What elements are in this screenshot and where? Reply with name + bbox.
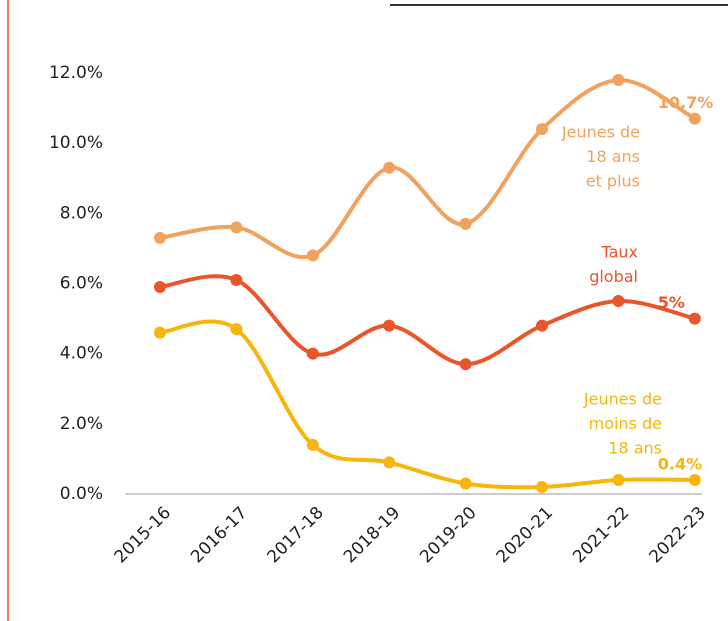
legend-label: Taux <box>600 243 638 262</box>
data-point <box>536 480 548 493</box>
y-tick-label: 2.0% <box>60 414 103 434</box>
series-line <box>159 319 695 490</box>
data-point <box>688 473 701 486</box>
data-point <box>230 273 243 286</box>
y-tick-label: 0.0% <box>60 484 103 504</box>
series-line <box>159 274 696 367</box>
data-point <box>459 358 472 371</box>
data-point <box>306 347 319 360</box>
y-tick-label: 8.0% <box>60 203 103 223</box>
data-point <box>383 319 396 332</box>
y-tick-label: 12.0% <box>49 63 103 83</box>
x-tick-label: 2015-16 <box>111 503 175 567</box>
y-tick-label: 4.0% <box>60 344 103 364</box>
series-line <box>159 78 696 260</box>
data-point <box>154 326 166 339</box>
legend-label: moins de <box>589 414 662 433</box>
x-tick-label: 2018-19 <box>340 503 404 567</box>
data-point <box>459 217 472 230</box>
data-point <box>306 249 319 262</box>
data-point <box>154 281 166 294</box>
data-point <box>612 295 625 308</box>
data-point <box>383 161 396 174</box>
data-point <box>459 477 472 490</box>
legend-label: Jeunes de <box>583 390 662 409</box>
x-tick-label: 2022-23 <box>646 503 710 567</box>
legend-label: et plus <box>586 172 640 191</box>
data-point <box>612 74 625 87</box>
data-point <box>688 112 701 125</box>
data-point <box>154 231 166 244</box>
data-label: 5% <box>658 293 685 312</box>
data-point <box>306 438 319 451</box>
data-point <box>383 456 396 469</box>
data-point <box>230 221 243 234</box>
y-tick-label: 6.0% <box>60 274 103 294</box>
legend-label: Jeunes de <box>561 123 640 142</box>
x-tick-label: 2016-17 <box>187 503 251 567</box>
data-label: 0.4% <box>658 454 702 473</box>
y-tick-label: 10.0% <box>49 133 103 153</box>
x-tick-label: 2017-18 <box>264 503 328 567</box>
data-label: 10.7% <box>658 93 714 112</box>
x-tick-label: 2021-22 <box>569 503 633 567</box>
data-point <box>536 319 548 332</box>
legend-label: 18 ans <box>608 439 662 458</box>
legend-label: 18 ans <box>586 147 640 166</box>
x-tick-label: 2020-21 <box>493 503 557 567</box>
data-point <box>536 123 548 136</box>
data-point <box>612 473 625 486</box>
data-point <box>230 323 243 336</box>
data-point <box>688 312 701 325</box>
legend-label: global <box>589 267 638 286</box>
x-tick-label: 2019-20 <box>416 503 480 567</box>
